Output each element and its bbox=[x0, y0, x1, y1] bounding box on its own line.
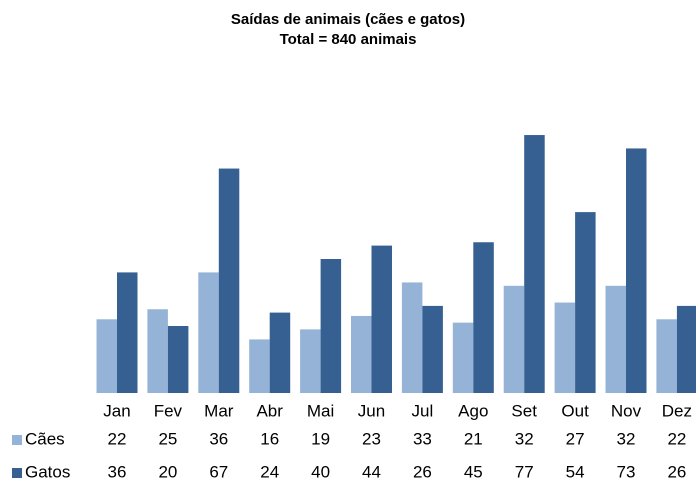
data-table-value: 36 bbox=[108, 462, 127, 481]
bar bbox=[96, 319, 117, 393]
data-table-value: 27 bbox=[566, 429, 585, 448]
x-tick-label: Jun bbox=[358, 401, 385, 420]
legend-label: Gatos bbox=[25, 462, 70, 481]
legend-label: Cães bbox=[25, 429, 65, 448]
data-table-value: 44 bbox=[362, 462, 381, 481]
bar bbox=[626, 148, 647, 393]
chart-subtitle: Total = 840 animais bbox=[280, 31, 417, 48]
bar bbox=[117, 272, 138, 393]
data-table-value: 32 bbox=[515, 429, 534, 448]
data-table-value: 33 bbox=[413, 429, 432, 448]
data-table-value: 32 bbox=[617, 429, 636, 448]
data-table-value: 19 bbox=[311, 429, 330, 448]
data-table-value: 67 bbox=[209, 462, 228, 481]
bar bbox=[401, 282, 423, 393]
bar bbox=[656, 319, 677, 393]
bar bbox=[300, 329, 321, 393]
x-tick-label: Mai bbox=[307, 401, 334, 420]
bar bbox=[554, 302, 576, 393]
data-table-value: 45 bbox=[464, 462, 483, 481]
chart-title: Saídas de animais (cães e gatos) bbox=[231, 11, 465, 28]
x-tick-label: Abr bbox=[256, 401, 283, 420]
x-tick-label: Jan bbox=[103, 401, 130, 420]
data-table-value: 77 bbox=[515, 462, 534, 481]
data-table-value: 73 bbox=[617, 462, 636, 481]
data-table-value: 25 bbox=[158, 429, 177, 448]
bar bbox=[676, 305, 696, 393]
bar bbox=[269, 312, 291, 393]
legend-swatch bbox=[12, 435, 22, 445]
data-table-value: 26 bbox=[413, 462, 432, 481]
data-table-value: 20 bbox=[158, 462, 177, 481]
x-tick-label: Ago bbox=[458, 401, 488, 420]
x-tick-label: Mar bbox=[204, 401, 234, 420]
data-table-value: 40 bbox=[311, 462, 330, 481]
x-tick-label: Fev bbox=[154, 401, 183, 420]
bar bbox=[422, 305, 443, 393]
data-table-value: 16 bbox=[260, 429, 279, 448]
bar bbox=[198, 272, 219, 393]
data-table-value: 36 bbox=[209, 429, 228, 448]
bar bbox=[575, 212, 596, 393]
bar bbox=[473, 242, 494, 393]
bar bbox=[320, 259, 342, 393]
x-tick-label: Set bbox=[511, 401, 537, 420]
data-table-value: 24 bbox=[260, 462, 279, 481]
data-table-value: 26 bbox=[667, 462, 686, 481]
bar bbox=[218, 168, 240, 393]
x-tick-label: Dez bbox=[662, 401, 692, 420]
legend-swatch bbox=[12, 468, 22, 478]
x-tick-label: Out bbox=[561, 401, 589, 420]
bar bbox=[503, 285, 525, 393]
bar bbox=[452, 322, 474, 393]
data-table-value: 23 bbox=[362, 429, 381, 448]
x-tick-label: Jul bbox=[412, 401, 434, 420]
bar bbox=[524, 135, 545, 394]
x-tick-label: Nov bbox=[611, 401, 642, 420]
data-table-value: 22 bbox=[108, 429, 127, 448]
bar bbox=[371, 245, 392, 393]
data-table-value: 22 bbox=[667, 429, 686, 448]
bar bbox=[147, 309, 168, 393]
bar bbox=[351, 315, 372, 393]
bar bbox=[249, 339, 270, 393]
data-table-value: 54 bbox=[566, 462, 585, 481]
data-table-value: 21 bbox=[464, 429, 483, 448]
bar bbox=[605, 285, 626, 393]
bar bbox=[167, 326, 189, 393]
